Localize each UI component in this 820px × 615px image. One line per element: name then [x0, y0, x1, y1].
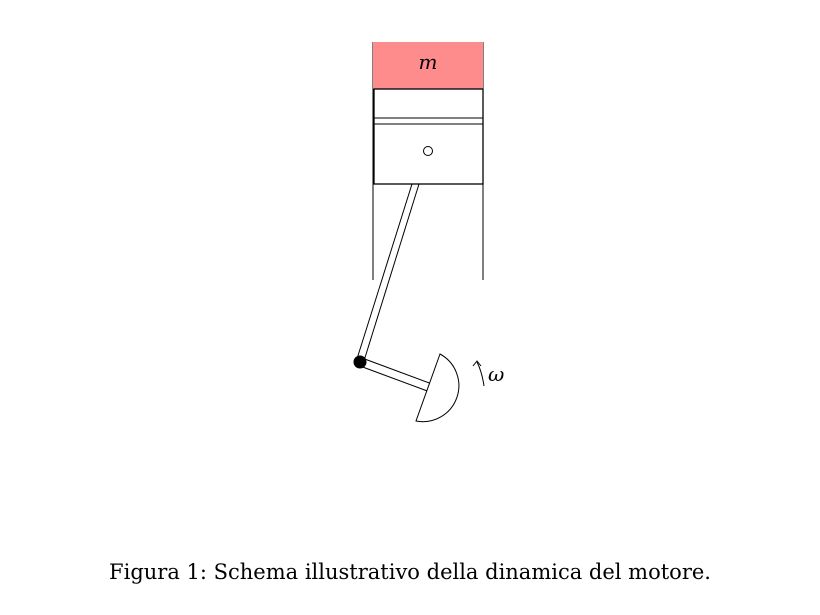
mass-label: m [419, 50, 438, 74]
connecting-rod-edge-b [362, 183, 420, 365]
crank-arm-edge-b [359, 365, 431, 393]
figure-caption: Figura 1: Schema illustrativo della dina… [109, 560, 711, 584]
piston-pin [423, 146, 433, 156]
piston [373, 88, 484, 185]
counterweight [415, 353, 460, 423]
rotation-arrowhead [472, 360, 482, 367]
mass-block [373, 42, 483, 89]
omega-label: ω [488, 362, 504, 386]
rotation-arrow [476, 361, 485, 387]
crank-arm-edge-a [361, 357, 433, 385]
engine-diagram: m ω [353, 42, 504, 423]
connecting-rod-edge-a [355, 183, 413, 363]
crank-pin [353, 355, 367, 369]
